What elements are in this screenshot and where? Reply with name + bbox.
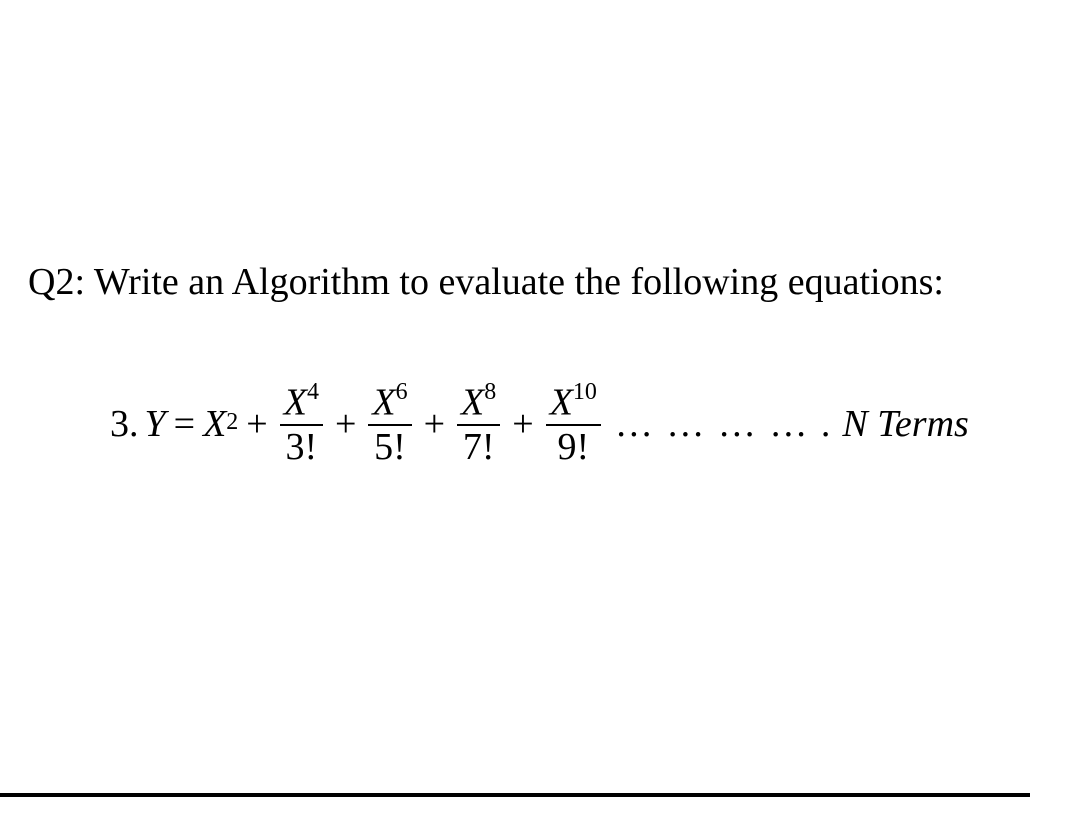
fraction-2-num-base: X [372,382,395,424]
page: Q2: Write an Algorithm to evaluate the f… [0,0,1080,815]
fraction-1-num: X4 [280,380,323,424]
fraction-4-num-base: X [550,382,573,424]
fraction-2-num: X6 [368,380,411,424]
bottom-rule [0,793,1030,797]
equation-index: 3. [110,405,139,443]
equation: 3. Y = X2 + X4 3! + X6 5! + X8 [110,380,969,468]
ellipsis: … … … … . [615,405,833,443]
equation-lead: 3. Y = X2 [110,405,238,443]
plus-sign: + [335,405,356,443]
fraction-3: X8 7! [457,380,500,468]
fraction-2-num-exp: 6 [396,379,408,405]
fraction-4-den: 9! [553,426,593,468]
lhs-var: Y [145,405,166,443]
fraction-1-num-exp: 4 [307,379,319,405]
n-terms-text: N Terms [842,405,968,443]
plus-sign: + [246,405,267,443]
fraction-1: X4 3! [280,380,323,468]
plus-sign: + [424,405,445,443]
fraction-3-num: X8 [457,380,500,424]
first-term-exp: 2 [226,410,238,434]
fraction-4-num-exp: 10 [573,379,597,405]
fraction-1-num-base: X [284,382,307,424]
first-term-base: X [203,405,226,443]
fraction-4: X10 9! [546,380,601,468]
plus-sign: + [512,405,533,443]
equals-sign: = [174,405,195,443]
fraction-2: X6 5! [368,380,411,468]
fraction-3-den: 7! [459,426,499,468]
fraction-3-num-base: X [461,382,484,424]
question-text: Q2: Write an Algorithm to evaluate the f… [28,260,944,306]
fraction-4-num: X10 [546,380,601,424]
fraction-2-den: 5! [370,426,410,468]
fraction-3-num-exp: 8 [484,379,496,405]
fraction-1-den: 3! [282,426,322,468]
